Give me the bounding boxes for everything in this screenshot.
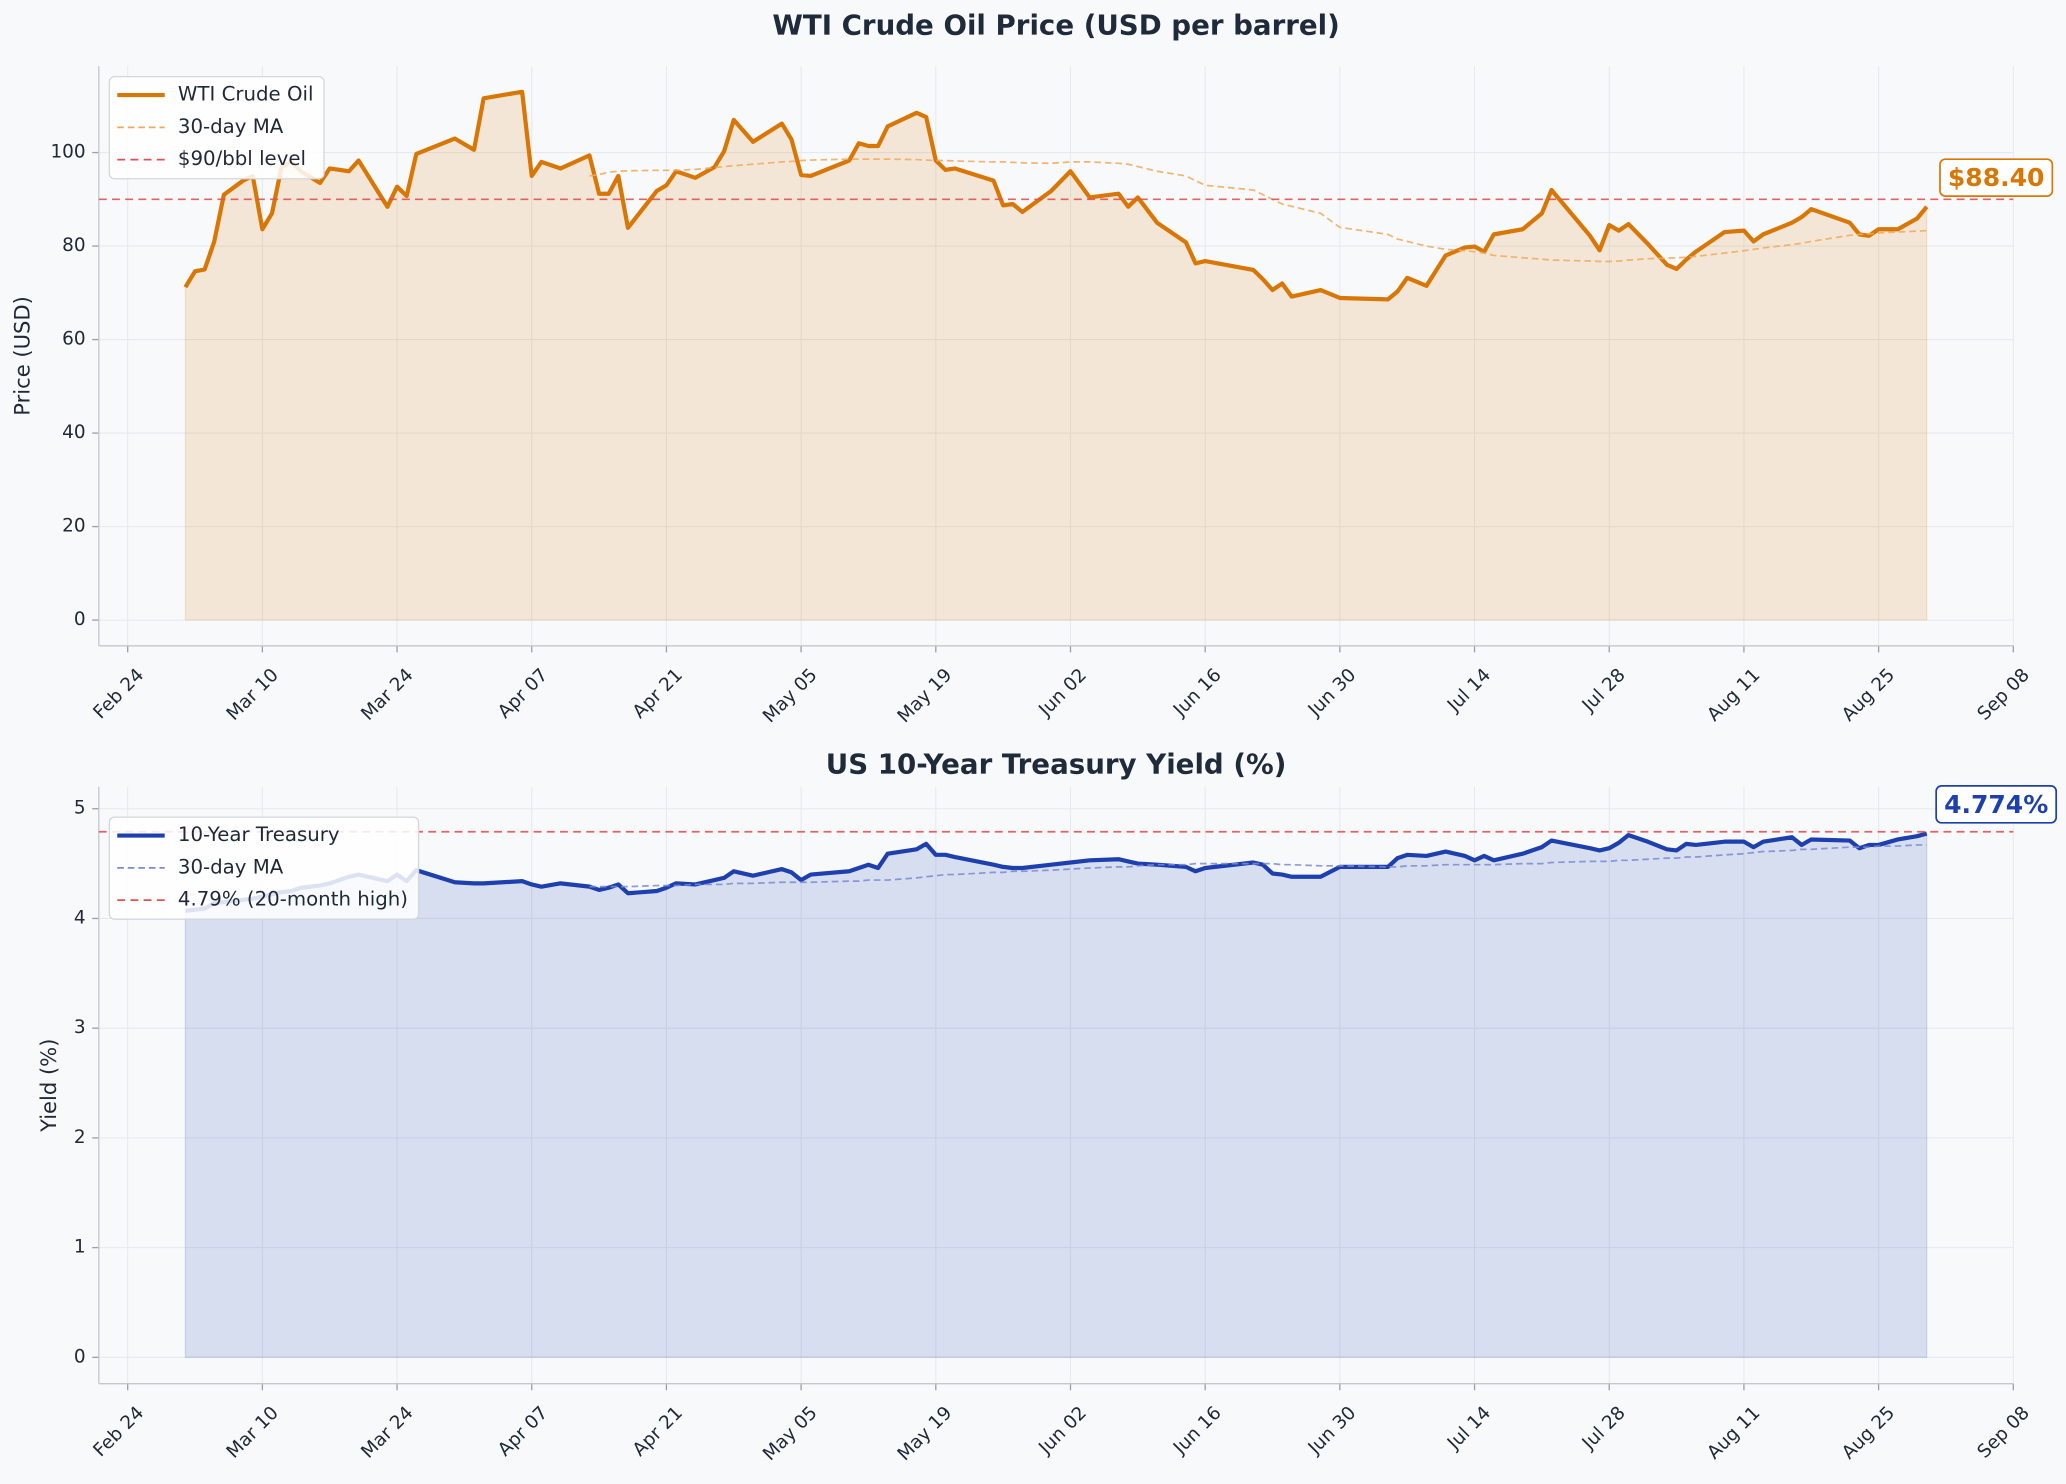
- y-tick-label: 20: [62, 516, 85, 537]
- legend-label: 30-day MA: [178, 855, 284, 878]
- legend-label: 10-Year Treasury: [178, 823, 340, 846]
- y-tick-label: 3: [74, 1017, 86, 1038]
- legend-label: 30-day MA: [178, 115, 284, 138]
- y-tick-label: 60: [62, 329, 85, 350]
- moving-average-line: [589, 158, 1927, 263]
- y-tick-label: 80: [62, 235, 85, 256]
- legend-box: [108, 75, 325, 180]
- legend-box: [108, 816, 420, 920]
- series-line: [183, 89, 1929, 302]
- area-fill: [184, 832, 1928, 1358]
- y-tick-label: 0: [74, 609, 86, 630]
- end-label-box: [1935, 785, 2058, 824]
- end-label-box: [1939, 158, 2054, 197]
- y-tick-label: 100: [50, 142, 85, 163]
- end-label: 4.774%: [1944, 790, 2048, 819]
- y-tick-label: 0: [74, 1346, 86, 1367]
- y-tick-label: 2: [74, 1127, 86, 1148]
- y-tick-label: 4: [74, 907, 86, 928]
- moving-average-line: [589, 844, 1927, 888]
- y-tick-label: 1: [74, 1237, 86, 1258]
- legend-label: 4.79% (20-month high): [178, 888, 408, 911]
- y-axis-label: Price (USD): [10, 296, 35, 416]
- chart-title: WTI Crude Oil Price (USD per barrel): [772, 9, 1339, 42]
- legend-label: $90/bbl level: [178, 147, 306, 170]
- y-tick-label: 40: [62, 422, 85, 443]
- legend-label: WTI Crude Oil: [178, 83, 314, 106]
- y-tick-label: 5: [74, 798, 86, 819]
- chart-title: US 10-Year Treasury Yield (%): [826, 748, 1287, 781]
- end-label: $88.40: [1948, 163, 2045, 192]
- y-axis-label: Yield (%): [36, 1039, 61, 1133]
